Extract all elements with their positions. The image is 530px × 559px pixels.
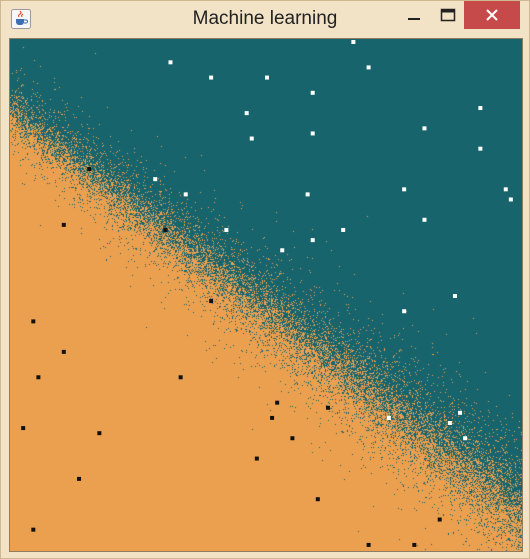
white-sample-point [265, 75, 269, 80]
black-sample-point [31, 319, 36, 324]
black-sample-point [270, 415, 275, 420]
black-sample-point [61, 349, 66, 354]
white-sample-point [310, 238, 315, 243]
black-sample-point [437, 517, 442, 522]
white-sample-point [366, 65, 371, 70]
java-cup-icon [11, 9, 31, 29]
black-sample-point [315, 497, 320, 502]
white-sample-point [422, 217, 427, 222]
white-sample-point [478, 146, 483, 151]
white-sample-point [310, 90, 315, 95]
minimize-icon [408, 18, 420, 20]
black-sample-point [31, 527, 36, 532]
white-sample-point [508, 197, 513, 202]
maximize-button[interactable] [431, 1, 465, 29]
black-sample-point [77, 476, 82, 481]
black-sample-point [61, 222, 66, 227]
black-sample-point [87, 167, 92, 171]
white-sample-point [183, 192, 188, 197]
decision-surface [10, 39, 522, 551]
black-sample-point [163, 227, 168, 232]
white-sample-point [452, 294, 457, 298]
white-sample-point [249, 136, 254, 141]
white-sample-point [402, 309, 407, 314]
maximize-icon [440, 8, 456, 22]
white-sample-point [463, 436, 468, 441]
white-sample-point [209, 75, 214, 80]
black-sample-point [412, 542, 417, 547]
black-sample-point [36, 375, 41, 380]
close-icon [486, 9, 498, 21]
white-sample-point [503, 187, 508, 192]
black-sample-point [254, 456, 259, 461]
black-sample-point [290, 436, 295, 441]
black-sample-point [275, 400, 280, 405]
white-sample-point [422, 126, 427, 131]
classification-canvas[interactable] [9, 38, 523, 552]
black-sample-point [21, 426, 26, 431]
black-sample-point [325, 405, 330, 410]
close-button[interactable] [464, 1, 520, 29]
white-sample-point [386, 415, 391, 420]
white-sample-point [341, 227, 346, 232]
white-sample-point [458, 410, 463, 415]
title-bar[interactable]: Machine learning [1, 1, 529, 37]
white-sample-point [305, 192, 310, 197]
black-sample-point [97, 431, 102, 436]
white-sample-point [153, 177, 158, 182]
black-sample-point [209, 299, 214, 304]
window-title: Machine learning [192, 8, 338, 29]
white-sample-point [402, 187, 407, 192]
white-sample-point [224, 227, 229, 232]
black-sample-point [178, 375, 183, 380]
white-sample-point [351, 40, 356, 44]
white-sample-point [310, 131, 315, 136]
white-sample-point [168, 60, 173, 65]
white-sample-point [280, 248, 285, 253]
black-sample-point [366, 542, 371, 547]
white-sample-point [478, 106, 483, 111]
training-points [21, 40, 513, 547]
white-sample-point [447, 421, 452, 425]
minimize-button[interactable] [397, 1, 431, 29]
white-sample-point [244, 111, 249, 116]
